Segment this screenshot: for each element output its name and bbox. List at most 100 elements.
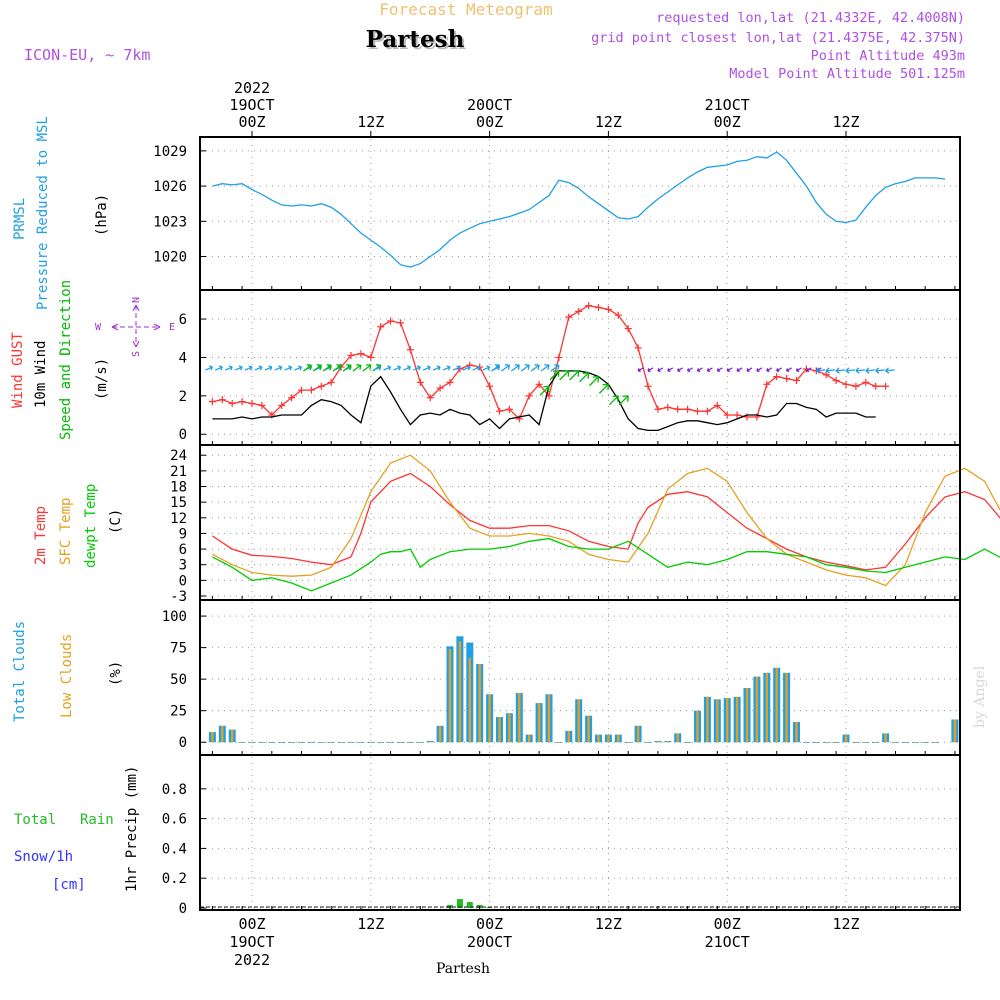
- top-time-label: 00Z: [476, 113, 503, 131]
- low-cloud-bar: [775, 667, 778, 743]
- wind-arrowhead: [356, 364, 362, 370]
- low-cloud-bar: [547, 694, 551, 743]
- y-tick-label: 0: [179, 735, 187, 751]
- bottom-time-label: 00Z: [714, 915, 741, 933]
- model-label: ICON-EU, ~ 7km: [24, 46, 150, 64]
- low-cloud-bar: [567, 730, 570, 743]
- low-cloud-bar: [290, 742, 293, 744]
- low-cloud-bar: [696, 710, 699, 743]
- wind-arrowhead: [554, 364, 560, 370]
- wind-arrowhead: [476, 365, 481, 371]
- low-cloud-bar: [419, 742, 422, 744]
- wind-arrow: [836, 369, 846, 372]
- low-cloud-bar: [359, 742, 363, 744]
- wind-arrowhead: [706, 368, 711, 373]
- wind-arrow: [472, 366, 480, 371]
- top-time-label: 12Z: [832, 113, 859, 131]
- low-cloud-bar: [468, 657, 471, 743]
- gust-marker: [862, 378, 870, 386]
- low-cloud-bar: [211, 732, 214, 743]
- total-clouds-label: Total Clouds: [12, 621, 28, 722]
- wind-arrowhead: [248, 365, 253, 371]
- y-tick-label: 21: [170, 464, 187, 480]
- low-cloud-bar: [735, 696, 739, 743]
- wind-arrow: [294, 366, 302, 371]
- low-cloud-bar: [518, 693, 521, 743]
- gust-marker: [486, 382, 494, 390]
- gust-marker: [397, 319, 404, 327]
- wind-panel: 0 2 4 6: [179, 289, 961, 446]
- bottom-time-label: 00Z: [238, 915, 265, 933]
- wind-arrowhead: [657, 368, 661, 373]
- gust-marker: [773, 373, 781, 381]
- wind-arrow: [373, 366, 381, 371]
- low-cloud-bar: [914, 742, 917, 744]
- y-tick-label: 3: [179, 558, 187, 574]
- series-line: [212, 304, 886, 421]
- low-cloud-bar: [488, 694, 491, 743]
- prmsl-label: PRMSL: [12, 198, 28, 240]
- temp-sfc-label: SFC Temp: [58, 498, 74, 565]
- wind-arrowhead: [456, 365, 461, 371]
- y-tick-label: 18: [170, 480, 187, 496]
- gridpoint-coords: grid point closest lon,lat (21.4375E, 42…: [591, 30, 965, 46]
- y-tick-label: 1020: [153, 250, 187, 266]
- pressure-panel: 1020 1023 1026 1029: [153, 136, 961, 291]
- low-cloud-bar: [617, 734, 620, 743]
- rain-bar: [466, 902, 473, 908]
- y-tick-label: 4: [179, 350, 187, 366]
- low-cloud-bar: [310, 742, 313, 744]
- wind-arrowhead: [622, 395, 629, 402]
- top-time-label: 20OCT: [467, 96, 512, 114]
- low-cloud-bar: [933, 742, 937, 744]
- wind-arrowhead: [677, 368, 681, 373]
- bottom-time-label: 00Z: [476, 915, 503, 933]
- y-tick-label: 1023: [153, 214, 187, 230]
- low-cloud-bar: [844, 734, 848, 743]
- low-cloud-bar: [300, 742, 303, 744]
- wind-arrow: [244, 366, 253, 371]
- low-cloud-bar: [498, 716, 501, 743]
- wind-arrow: [845, 369, 856, 372]
- wind-arrow: [352, 364, 362, 372]
- wind-arrow: [205, 366, 213, 371]
- series-line: [212, 151, 946, 268]
- low-cloud-bar: [458, 641, 462, 743]
- y-tick-label: 0.8: [162, 782, 187, 798]
- pressure-unit: (hPa): [94, 194, 110, 236]
- precip-rain-label: Rain: [80, 812, 114, 828]
- wind-arrowhead: [268, 365, 273, 371]
- gust-marker: [367, 353, 375, 361]
- gust-marker: [624, 325, 632, 333]
- gust-marker: [832, 376, 840, 384]
- wind-arrow: [383, 366, 391, 371]
- gust-marker: [614, 311, 622, 319]
- wind-arrow: [224, 366, 233, 371]
- wind-arrow: [885, 369, 895, 372]
- precip-panel: 0 0.2 0.4 0.6 0.8: [162, 754, 961, 917]
- wind-arrow: [393, 366, 401, 371]
- wind-arrow: [826, 369, 836, 372]
- wind-arrowhead: [346, 364, 352, 370]
- gust-marker: [713, 401, 721, 409]
- wind-arrow: [589, 376, 599, 387]
- wind-arrow: [215, 366, 223, 371]
- gust-marker: [327, 378, 335, 386]
- wind-arrowhead: [686, 368, 691, 373]
- y-tick-label: 12: [170, 511, 187, 527]
- wind-arrow: [510, 364, 520, 372]
- gust-marker: [793, 376, 800, 384]
- wind-arrow: [342, 364, 352, 372]
- compass-e: E: [169, 322, 175, 333]
- wind-arrowhead: [696, 368, 701, 373]
- chart-title: Forecast Meteogram: [379, 0, 552, 19]
- bottom-time-label: 12Z: [357, 915, 384, 933]
- y-tick-label: -3: [170, 589, 187, 605]
- wind-arrow: [855, 369, 865, 372]
- gust-marker: [436, 384, 444, 392]
- low-cloud-bar: [409, 742, 412, 744]
- top-time-label: 00Z: [238, 113, 265, 131]
- y-tick-label: 0: [179, 427, 187, 443]
